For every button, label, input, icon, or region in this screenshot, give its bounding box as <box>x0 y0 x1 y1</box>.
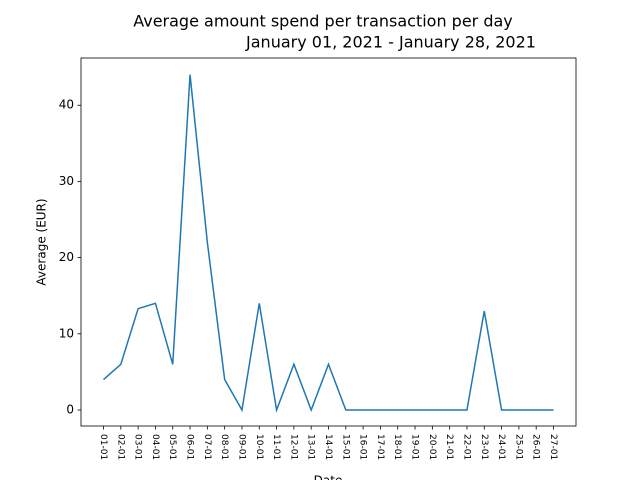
x-tick-label: 13-01 <box>306 434 316 460</box>
x-tick-label: 11-01 <box>271 434 281 460</box>
x-tick-label: 27-01 <box>548 434 558 460</box>
x-tick-label: 26-01 <box>531 434 541 460</box>
y-tick-label: 40 <box>59 98 74 112</box>
y-tick-label: 0 <box>66 403 74 417</box>
plot-frame <box>80 57 577 427</box>
x-tick-label: 25-01 <box>513 434 523 460</box>
x-tick-label: 21-01 <box>444 434 454 460</box>
x-tick-label: 10-01 <box>254 434 264 460</box>
chart-subtitle: January 01, 2021 - January 28, 2021 <box>245 33 536 52</box>
x-tick-label: 06-01 <box>185 434 195 460</box>
x-tick-label: 12-01 <box>288 434 298 460</box>
x-axis-label: Date <box>314 474 343 480</box>
x-tick-label: 18-01 <box>392 434 402 460</box>
y-tick-label: 30 <box>59 174 74 188</box>
x-tick-label: 16-01 <box>358 434 368 460</box>
x-tick-label: 24-01 <box>496 434 506 460</box>
x-tick-label: 03-01 <box>133 434 143 460</box>
y-tick-label: 20 <box>59 250 74 264</box>
x-tick-label: 15-01 <box>340 434 350 460</box>
x-tick-label: 04-01 <box>150 434 160 460</box>
x-tick-label: 17-01 <box>375 434 385 460</box>
x-tick-label: 01-01 <box>98 434 108 460</box>
y-tick-label: 10 <box>59 326 74 340</box>
x-tick-label: 09-01 <box>236 434 246 460</box>
x-tick-label: 22-01 <box>461 434 471 460</box>
x-tick-label: 14-01 <box>323 434 333 460</box>
x-tick-label: 19-01 <box>410 434 420 460</box>
line-series <box>103 74 554 413</box>
x-tick-label: 05-01 <box>167 434 177 460</box>
chart-title: Average amount spend per transaction per… <box>133 12 513 31</box>
x-tick-label: 23-01 <box>479 434 489 460</box>
y-axis-label: Average (EUR) <box>35 198 49 285</box>
x-tick-label: 20-01 <box>427 434 437 460</box>
x-tick-label: 07-01 <box>202 434 212 460</box>
x-tick-label: 02-01 <box>115 434 125 460</box>
x-tick-label: 08-01 <box>219 434 229 460</box>
